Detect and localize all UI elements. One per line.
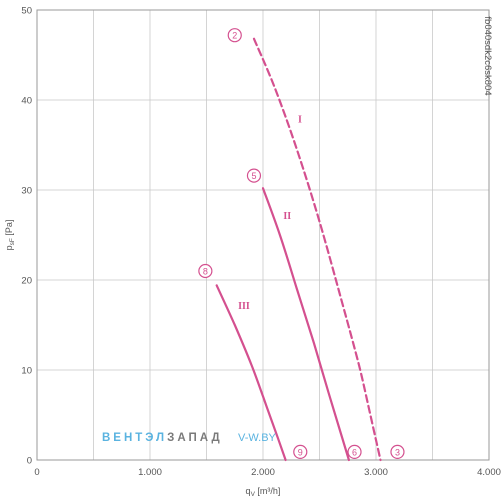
start-marker-8-text: 8 [203,267,208,277]
start-marker-2-text: 2 [232,31,237,41]
curves [215,37,382,462]
start-marker-5: 5 [246,168,262,183]
x-axis-label: qV [m³/h] [246,486,281,498]
watermark: ВЕНТЭЛЗАПАД V-W.BY [102,432,277,444]
watermark-part1: ВЕНТЭЛ [102,432,167,444]
x-tick-label: 1.000 [138,467,162,478]
y-tick-label: 20 [21,276,32,287]
y-tick-label: 10 [21,366,32,377]
curve-i [252,37,382,462]
grid-lines [36,9,490,461]
watermark-part2: ЗАПАД [167,432,223,444]
end-marker-3-text: 3 [395,447,400,457]
watermark-url: V-W.BY [238,432,277,444]
start-marker-5-text: 5 [251,171,256,181]
y-axis-label: psF [Pa] [4,220,16,251]
start-marker-2: 2 [227,28,242,43]
curve-iii [215,284,287,462]
start-marker-5-circle [246,168,262,183]
curve-label-iii: III [238,301,250,312]
curve-label-ii: II [283,211,291,222]
curve-label-i: I [298,115,302,126]
end-marker-9-text: 9 [298,447,303,457]
x-tick-label: 0 [34,467,39,478]
svg-text:ВЕНТЭЛЗАПАД: ВЕНТЭЛЗАПАД [102,432,223,444]
end-marker-6-text: 6 [352,447,357,457]
end-marker-3: 3 [390,444,405,459]
product-code: fb040sdk2c6sk804 [482,16,493,95]
start-marker-8-circle [198,263,213,279]
y-tick-label: 30 [21,186,32,197]
plot-frame [36,9,490,461]
y-tick-label: 0 [27,456,32,467]
end-marker-6: 6 [347,444,362,459]
x-tick-label: 4.000 [477,467,501,478]
axis-ticks: 0 1.000 2.000 3.000 4.000 0 10 20 30 40 50 [21,6,500,479]
end-marker-3-circle [390,444,405,459]
x-tick-label: 2.000 [251,467,275,478]
end-marker-9-circle [293,444,308,459]
curve-labels: I 2 3 II 5 6 III 8 9 [198,28,405,459]
end-marker-9: 9 [293,444,308,459]
y-tick-label: 40 [21,96,32,107]
y-tick-label: 50 [21,6,32,17]
curve-ii [261,187,350,462]
end-marker-6-circle [347,444,362,459]
x-tick-label: 3.000 [364,467,388,478]
start-marker-8: 8 [198,263,213,279]
start-marker-2-circle [227,28,242,43]
